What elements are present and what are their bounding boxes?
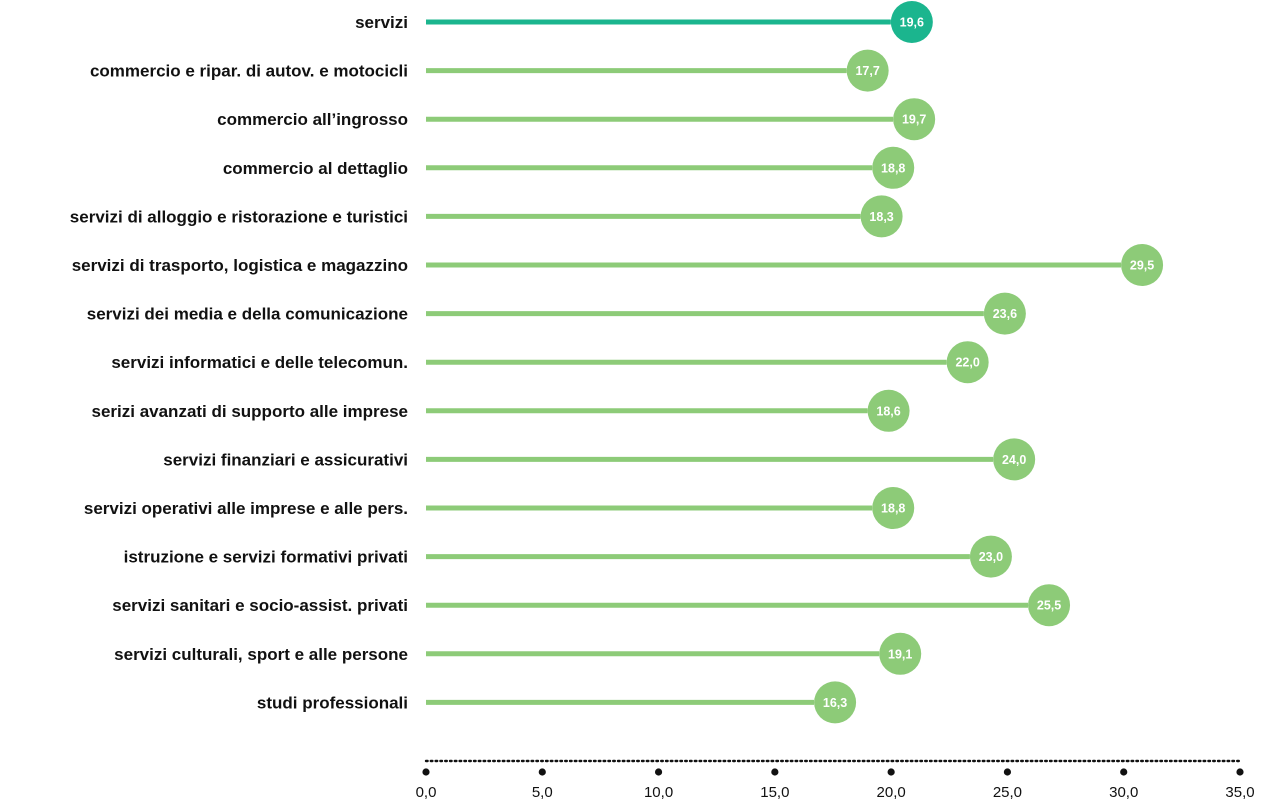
x-tick-label: 35,0 — [1225, 784, 1254, 801]
category-label: studi professionali — [257, 693, 408, 712]
data-label: 18,6 — [876, 404, 900, 418]
data-label: 19,1 — [888, 647, 912, 661]
category-label: servizi operativi alle imprese e alle pe… — [84, 499, 408, 518]
data-label: 16,3 — [823, 696, 847, 710]
category-label: istruzione e servizi formativi privati — [124, 548, 408, 567]
category-label: servizi — [355, 13, 408, 32]
value-dot — [1121, 244, 1164, 286]
value-dot — [893, 98, 936, 141]
x-tick-dot — [422, 768, 430, 776]
x-tick-label: 25,0 — [993, 784, 1022, 801]
data-label: 23,0 — [979, 550, 1003, 564]
data-label: 29,5 — [1130, 259, 1154, 273]
data-label: 18,8 — [881, 161, 905, 175]
category-label: servizi dei media e della comunicazione — [87, 305, 408, 324]
x-tick-dot — [538, 768, 546, 776]
category-label: servizi finanziari e assicurativi — [163, 450, 408, 469]
x-tick-label: 5,0 — [532, 784, 553, 801]
value-dot — [890, 1, 933, 43]
data-label: 19,6 — [900, 16, 924, 30]
value-dot — [872, 487, 915, 529]
x-tick-dot — [771, 768, 779, 776]
x-tick-label: 15,0 — [760, 784, 789, 801]
value-dot — [983, 292, 1026, 335]
category-label: servizi informatici e delle telecomun. — [111, 353, 408, 372]
data-label: 22,0 — [955, 356, 979, 370]
value-dot — [879, 632, 922, 675]
value-dot — [872, 146, 915, 189]
value-dot — [814, 681, 857, 724]
value-dot — [1028, 584, 1071, 627]
x-tick-dot — [887, 768, 895, 776]
data-label: 17,7 — [855, 64, 879, 78]
category-label: servizi di alloggio e ristorazione e tur… — [70, 207, 408, 226]
data-label: 18,3 — [869, 210, 893, 224]
x-tick-dot — [1236, 768, 1244, 776]
value-dot — [867, 389, 910, 432]
category-label: servizi sanitari e socio-assist. privati — [112, 596, 408, 615]
x-tick-label: 20,0 — [877, 784, 906, 801]
x-tick-label: 10,0 — [644, 784, 673, 801]
x-tick-label: 30,0 — [1109, 784, 1138, 801]
category-label: commercio e ripar. di autov. e motocicli — [90, 62, 408, 81]
x-tick-dot — [654, 768, 663, 776]
category-label: commercio all’ingrosso — [217, 110, 408, 129]
category-label: serizi avanzati di supporto alle imprese — [92, 402, 409, 421]
data-label: 24,0 — [1002, 453, 1026, 467]
x-tick-label: 0,0 — [416, 784, 437, 801]
data-label: 25,5 — [1037, 599, 1061, 613]
category-label: servizi culturali, sport e alle persone — [114, 645, 408, 664]
value-dot — [946, 341, 989, 384]
data-label: 18,8 — [881, 502, 905, 516]
value-dot — [846, 49, 889, 92]
x-tick-dot — [1003, 768, 1012, 776]
value-dot — [860, 195, 903, 238]
category-label: commercio al dettaglio — [223, 159, 408, 178]
value-dot — [969, 535, 1012, 578]
x-tick-dot — [1120, 768, 1128, 776]
value-dot — [993, 438, 1036, 481]
data-label: 19,7 — [902, 113, 926, 127]
data-label: 23,6 — [993, 307, 1017, 321]
category-label: servizi di trasporto, logistica e magazz… — [72, 256, 408, 275]
